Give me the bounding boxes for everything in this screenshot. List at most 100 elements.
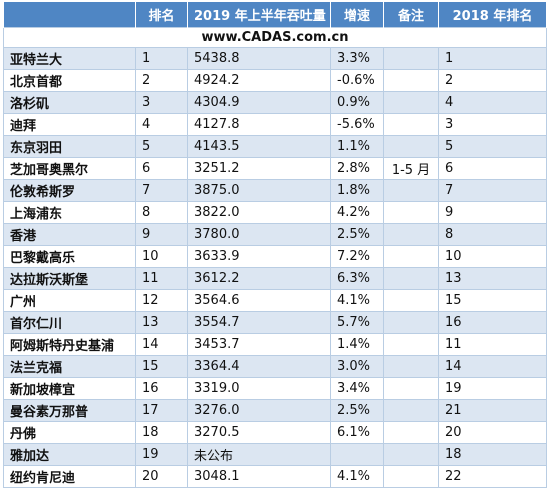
- note-cell: [383, 267, 439, 290]
- rank-cell: 20: [135, 465, 188, 488]
- volume-cell: 3780.0: [187, 223, 331, 246]
- rank-cell: 10: [135, 245, 188, 268]
- volume-cell: 3048.1: [187, 465, 331, 488]
- note-cell: [383, 421, 439, 444]
- table-row: 丹佛 18 3270.5 6.1% 20: [3, 421, 547, 444]
- table-row: 迪拜 4 4127.8 -5.6% 3: [3, 113, 547, 136]
- volume-cell: 3319.0: [187, 377, 331, 400]
- table-row: 东京羽田 5 4143.5 1.1% 5: [3, 135, 547, 158]
- growth-cell: 5.7%: [330, 311, 384, 334]
- growth-cell: 4.2%: [330, 201, 384, 224]
- rank-cell: 8: [135, 201, 188, 224]
- prev-rank-cell: 16: [438, 311, 547, 334]
- volume-cell: 3564.6: [187, 289, 331, 312]
- volume-cell: 5438.8: [187, 47, 331, 70]
- rank-cell: 18: [135, 421, 188, 444]
- airport-name-cell: 上海浦东: [3, 201, 136, 224]
- airport-name-cell: 东京羽田: [3, 135, 136, 158]
- note-cell: [383, 69, 439, 92]
- volume-cell: 3453.7: [187, 333, 331, 356]
- note-cell: [383, 245, 439, 268]
- rank-cell: 7: [135, 179, 188, 202]
- prev-rank-cell: 15: [438, 289, 547, 312]
- airport-name-cell: 香港: [3, 223, 136, 246]
- airport-name-cell: 纽约肯尼迪: [3, 465, 136, 488]
- table-row: 雅加达 19 未公布 18: [3, 443, 547, 466]
- growth-cell: 2.5%: [330, 223, 384, 246]
- table-row: 新加坡樟宜 16 3319.0 3.4% 19: [3, 377, 547, 400]
- growth-cell: 0.9%: [330, 91, 384, 114]
- header-volume: 2019 年上半年吞吐量: [187, 2, 331, 28]
- prev-rank-cell: 19: [438, 377, 547, 400]
- rank-cell: 12: [135, 289, 188, 312]
- table-row: 达拉斯沃斯堡 11 3612.2 6.3% 13: [3, 267, 547, 290]
- growth-cell: 2.5%: [330, 399, 384, 422]
- table-row: 上海浦东 8 3822.0 4.2% 9: [3, 201, 547, 224]
- airport-name-cell: 亚特兰大: [3, 47, 136, 70]
- table-row: 曼谷素万那普 17 3276.0 2.5% 21: [3, 399, 547, 422]
- rank-cell: 19: [135, 443, 188, 466]
- prev-rank-cell: 5: [438, 135, 547, 158]
- airport-name-cell: 曼谷素万那普: [3, 399, 136, 422]
- rank-cell: 15: [135, 355, 188, 378]
- note-cell: [383, 91, 439, 114]
- note-cell: [383, 289, 439, 312]
- note-cell: [383, 377, 439, 400]
- airport-name-cell: 雅加达: [3, 443, 136, 466]
- note-cell: [383, 47, 439, 70]
- volume-cell: 4127.8: [187, 113, 331, 136]
- header-growth: 增速: [330, 2, 384, 28]
- prev-rank-cell: 3: [438, 113, 547, 136]
- header-note: 备注: [383, 2, 439, 28]
- table-row: 广州 12 3564.6 4.1% 15: [3, 289, 547, 312]
- note-cell: [383, 465, 439, 488]
- note-cell: [383, 333, 439, 356]
- airport-name-cell: 新加坡樟宜: [3, 377, 136, 400]
- note-cell: [383, 201, 439, 224]
- prev-rank-cell: 7: [438, 179, 547, 202]
- table-row: 首尔仁川 13 3554.7 5.7% 16: [3, 311, 547, 334]
- watermark-row: www.CADAS.com.cn: [3, 27, 547, 48]
- airport-name-cell: 法兰克福: [3, 355, 136, 378]
- growth-cell: 2.8%: [330, 157, 384, 180]
- airport-name-cell: 广州: [3, 289, 136, 312]
- header-rank: 排名: [135, 2, 188, 28]
- airport-name-cell: 迪拜: [3, 113, 136, 136]
- table-header-row: 排名 2019 年上半年吞吐量 增速 备注 2018 年排名: [3, 2, 547, 28]
- prev-rank-cell: 6: [438, 157, 547, 180]
- rank-cell: 17: [135, 399, 188, 422]
- growth-cell: [330, 443, 384, 466]
- volume-cell: 3276.0: [187, 399, 331, 422]
- prev-rank-cell: 14: [438, 355, 547, 378]
- airport-name-cell: 伦敦希斯罗: [3, 179, 136, 202]
- volume-cell: 4143.5: [187, 135, 331, 158]
- airport-ranking-table-sheet: 排名 2019 年上半年吞吐量 增速 备注 2018 年排名 www.CADAS…: [3, 2, 547, 488]
- table-row: 阿姆斯特丹史基浦 14 3453.7 1.4% 11: [3, 333, 547, 356]
- table-row: 北京首都 2 4924.2 -0.6% 2: [3, 69, 547, 92]
- prev-rank-cell: 9: [438, 201, 547, 224]
- airport-name-cell: 丹佛: [3, 421, 136, 444]
- growth-cell: 3.3%: [330, 47, 384, 70]
- growth-cell: -0.6%: [330, 69, 384, 92]
- growth-cell: 7.2%: [330, 245, 384, 268]
- note-cell: [383, 355, 439, 378]
- note-cell: [383, 311, 439, 334]
- table-row: 亚特兰大 1 5438.8 3.3% 1: [3, 47, 547, 70]
- prev-rank-cell: 11: [438, 333, 547, 356]
- rank-cell: 9: [135, 223, 188, 246]
- growth-cell: 4.1%: [330, 289, 384, 312]
- volume-cell: 3364.4: [187, 355, 331, 378]
- volume-cell: 3251.2: [187, 157, 331, 180]
- prev-rank-cell: 10: [438, 245, 547, 268]
- rank-cell: 14: [135, 333, 188, 356]
- note-cell: [383, 113, 439, 136]
- airport-ranking-table: 排名 2019 年上半年吞吐量 增速 备注 2018 年排名 www.CADAS…: [3, 2, 547, 488]
- prev-rank-cell: 4: [438, 91, 547, 114]
- volume-cell: 3612.2: [187, 267, 331, 290]
- prev-rank-cell: 8: [438, 223, 547, 246]
- volume-cell: 3822.0: [187, 201, 331, 224]
- header-airport: [3, 2, 136, 28]
- prev-rank-cell: 22: [438, 465, 547, 488]
- volume-cell: 未公布: [187, 443, 331, 466]
